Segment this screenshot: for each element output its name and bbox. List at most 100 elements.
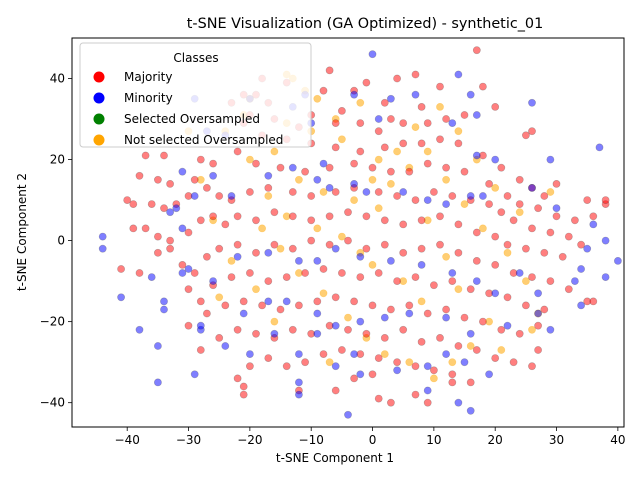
point-majority-111: [166, 236, 174, 245]
point-not-selected-oversampled-32: [276, 244, 285, 253]
point-majority-59: [252, 159, 260, 168]
point-minority-38: [546, 155, 555, 164]
point-minority-83: [546, 325, 555, 334]
point-majority-179: [448, 277, 457, 285]
point-majority-176: [393, 277, 401, 285]
point-majority-124: [380, 216, 389, 225]
point-majority-186: [202, 309, 211, 318]
point-not-selected-oversampled-48: [491, 183, 500, 192]
point-majority-112: [184, 228, 193, 237]
point-majority-233: [374, 354, 383, 362]
point-majority-215: [380, 333, 389, 342]
point-majority-249: [448, 378, 457, 387]
point-minority-49: [294, 256, 303, 265]
y-axis-label: t-SNE Component 2: [15, 173, 29, 291]
point-minority-100: [153, 378, 162, 387]
point-majority-121: [325, 212, 334, 221]
point-majority-146: [288, 244, 297, 253]
point-not-selected-oversampled-34: [319, 289, 328, 298]
point-not-selected-oversampled-24: [442, 175, 450, 184]
point-majority-46: [515, 175, 524, 184]
point-minority-32: [399, 188, 408, 196]
point-majority-63: [350, 159, 358, 168]
point-majority-145: [270, 240, 279, 249]
point-minority-60: [589, 220, 598, 229]
point-majority-11: [380, 98, 389, 107]
point-majority-67: [423, 159, 432, 168]
point-minority-45: [178, 269, 187, 277]
point-not-selected-oversampled-69: [325, 358, 334, 367]
point-majority-17: [356, 119, 365, 127]
point-minority-35: [466, 192, 475, 200]
point-not-selected-oversampled-49: [515, 208, 524, 217]
point-minority-85: [135, 325, 144, 334]
x-axis-ticks: −40 −30 −20 −10 0 10 20 30 40: [115, 427, 626, 447]
point-majority-86: [202, 183, 211, 192]
point-minority-24: [190, 192, 199, 200]
point-majority-14: [478, 82, 487, 91]
y-tick-label: 40: [50, 72, 65, 86]
point-majority-37: [331, 143, 340, 152]
point-majority-205: [196, 346, 205, 354]
point-majority-98: [429, 188, 438, 196]
x-tick-label: 0: [369, 433, 377, 447]
point-majority-248: [423, 398, 432, 407]
point-majority-206: [215, 333, 224, 342]
point-majority-191: [294, 301, 303, 310]
y-axis-ticks: −40 −20 0 20 40: [40, 72, 72, 410]
point-majority-203: [515, 329, 524, 338]
point-majority-224: [534, 346, 542, 354]
point-minority-47: [233, 252, 242, 261]
point-majority-128: [454, 220, 463, 229]
point-minority-41: [98, 232, 107, 241]
point-majority-66: [405, 167, 414, 176]
point-majority-2: [393, 74, 401, 83]
point-majority-119: [288, 212, 297, 221]
point-not-selected-oversampled-55: [356, 98, 365, 107]
point-majority-220: [472, 346, 481, 354]
point-majority-130: [491, 232, 500, 241]
point-majority-3: [325, 66, 334, 75]
point-not-selected-oversampled-26: [478, 224, 487, 233]
point-majority-65: [386, 167, 395, 176]
point-majority-21: [423, 119, 432, 127]
point-minority-55: [472, 277, 481, 285]
legend: Classes Majority Minority Selected Oversam…: [79, 42, 312, 148]
point-majority-48: [540, 192, 549, 200]
point-majority-140: [190, 269, 199, 277]
point-not-selected-oversampled-59: [442, 252, 450, 261]
point-minority-51: [356, 252, 365, 261]
point-majority-109: [141, 224, 150, 233]
point-minority-101: [294, 390, 303, 399]
point-not-selected-oversampled-52: [252, 285, 260, 294]
point-majority-159: [528, 273, 536, 281]
x-tick-label: −10: [299, 433, 324, 447]
point-majority-195: [368, 301, 377, 310]
x-tick-label: 10: [426, 433, 441, 447]
y-tick-label: 0: [57, 234, 65, 248]
point-not-selected-oversampled-56: [374, 155, 383, 164]
point-not-selected-oversampled-9: [337, 135, 346, 144]
point-majority-80: [123, 196, 132, 204]
point-minority-42: [98, 244, 107, 253]
point-minority-10: [472, 111, 481, 119]
point-majority-106: [564, 232, 573, 241]
point-majority-231: [337, 346, 346, 354]
point-majority-55: [190, 175, 199, 184]
point-majority-236: [429, 366, 438, 375]
point-majority-83: [160, 204, 168, 213]
point-majority-234: [393, 358, 401, 367]
point-majority-243: [350, 374, 358, 383]
point-majority-141: [202, 252, 211, 261]
point-not-selected-oversampled-27: [503, 248, 512, 257]
point-majority-90: [264, 183, 273, 192]
point-majority-99: [448, 192, 457, 200]
point-minority-71: [239, 309, 248, 318]
point-majority-228: [282, 362, 291, 371]
point-majority-196: [386, 305, 395, 314]
point-not-selected-oversampled-35: [344, 313, 352, 322]
point-majority-182: [503, 293, 512, 302]
point-majority-25: [522, 131, 530, 140]
point-not-selected-oversampled-63: [368, 175, 377, 184]
